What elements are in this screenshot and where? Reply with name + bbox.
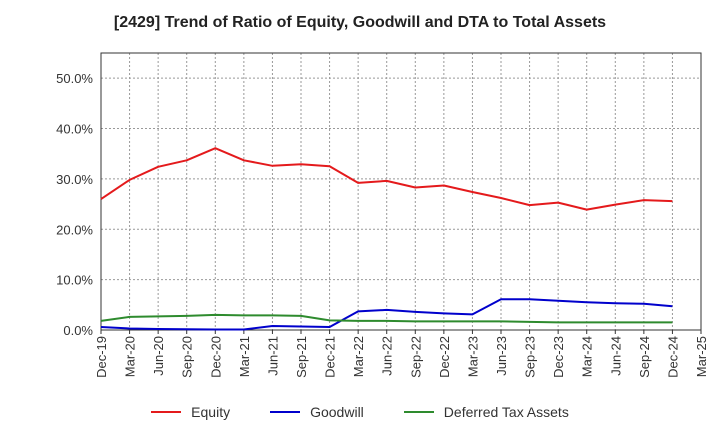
plot-frame	[100, 52, 702, 331]
x-tick-label: Mar-21	[237, 336, 252, 377]
y-tick-label: 40.0%	[56, 122, 93, 137]
legend-label-dta: Deferred Tax Assets	[443, 404, 569, 420]
x-tick-label: Sep-22	[408, 336, 423, 378]
y-tick-label: 0.0%	[63, 323, 93, 338]
legend-item-goodwill: Goodwill	[270, 404, 364, 420]
chart-legend: Equity Goodwill Deferred Tax Assets	[0, 404, 720, 420]
x-tick-label: Mar-25	[694, 336, 709, 377]
x-tick-label: Dec-23	[551, 336, 566, 378]
x-tick-label: Sep-20	[180, 336, 195, 378]
legend-swatch-equity	[151, 411, 182, 413]
x-tick-label: Jun-24	[608, 336, 623, 376]
x-tick-label: Dec-22	[437, 336, 452, 378]
series-line-deferred-tax-assets	[100, 313, 673, 324]
x-tick-label: Mar-20	[123, 336, 138, 377]
series-line-equity	[100, 147, 673, 211]
x-tick-label: Mar-24	[580, 336, 595, 377]
y-tick-label: 20.0%	[56, 222, 93, 237]
legend-swatch-dta	[403, 411, 434, 413]
x-tick-label: Sep-24	[637, 336, 652, 378]
chart-title: [2429] Trend of Ratio of Equity, Goodwil…	[113, 14, 607, 31]
legend-item-equity: Equity	[151, 404, 230, 420]
legend-swatch-goodwill	[270, 411, 301, 413]
series-line-goodwill	[100, 298, 673, 331]
x-tick-label: Sep-21	[294, 336, 309, 378]
x-tick-label: Jun-22	[380, 336, 395, 376]
x-tick-label: Jun-23	[494, 336, 509, 376]
x-tick-label: Dec-24	[665, 336, 680, 378]
x-tick-label: Mar-23	[465, 336, 480, 377]
y-tick-label: 30.0%	[56, 172, 93, 187]
x-tick-label: Jun-20	[151, 336, 166, 376]
x-tick-label: Sep-23	[523, 336, 538, 378]
x-tick-label: Dec-21	[323, 336, 338, 378]
x-tick-label: Mar-22	[351, 336, 366, 377]
legend-label-goodwill: Goodwill	[310, 404, 364, 420]
legend-item-dta: Deferred Tax Assets	[403, 404, 569, 420]
x-tick-label: Dec-20	[208, 336, 223, 378]
y-tick-label: 10.0%	[56, 273, 93, 288]
x-tick-label: Dec-19	[94, 336, 109, 378]
x-tick-label: Jun-21	[265, 336, 280, 376]
legend-label-equity: Equity	[191, 404, 231, 420]
y-tick-label: 50.0%	[56, 71, 93, 86]
